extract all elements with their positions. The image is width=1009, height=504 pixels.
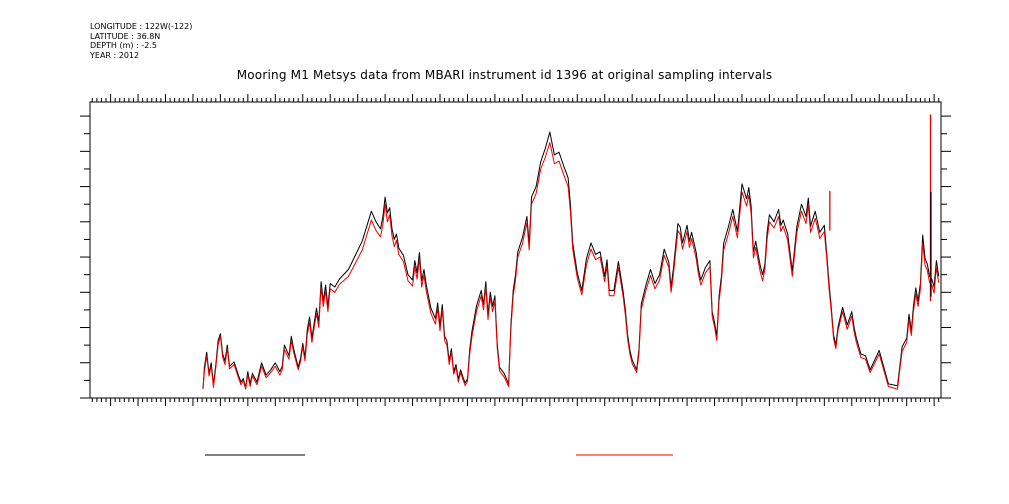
year-text: YEAR : 2012 bbox=[90, 50, 140, 60]
depth-text: DEPTH (m) : -2.5 bbox=[90, 41, 157, 50]
series-line-windbird-wind-speed bbox=[202, 142, 940, 390]
series-line-average-wind-speed bbox=[202, 131, 940, 390]
latitude-text: LATITUDE : 36.8N bbox=[90, 31, 161, 41]
chart-title: Mooring M1 Metsys data from MBARI instru… bbox=[236, 68, 773, 82]
longitude-text: LONGITUDE : 122W(-122) bbox=[90, 22, 193, 31]
metadata-block: LONGITUDE : 122W(-122) LATITUDE : 36.8N … bbox=[90, 22, 192, 60]
plot-frame bbox=[89, 101, 942, 399]
